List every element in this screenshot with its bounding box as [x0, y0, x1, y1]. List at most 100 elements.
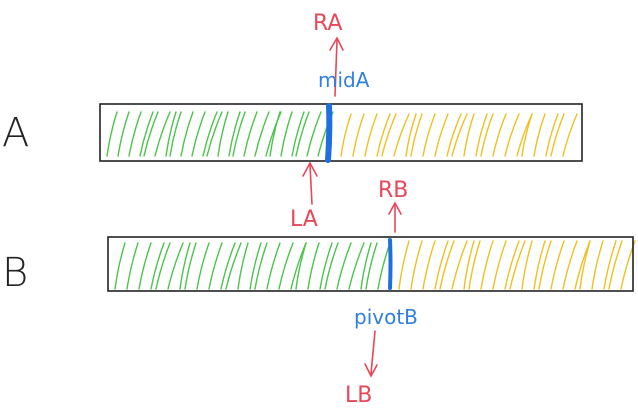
hatch-stroke: [533, 240, 546, 290]
hatch-stroke: [550, 113, 565, 157]
hatch-stroke: [254, 242, 268, 290]
hatch-stroke: [608, 240, 623, 290]
hatch-stroke: [243, 111, 258, 157]
hatch-stroke: [278, 242, 294, 290]
hatch-stroke: [295, 242, 307, 290]
hatch-stroke: [538, 240, 552, 290]
row-a-label: A: [2, 110, 29, 156]
hatch-stroke: [376, 113, 391, 157]
hatch-stroke: [603, 240, 617, 290]
hatch-stroke: [202, 111, 218, 157]
hatch-stroke: [307, 242, 320, 290]
hatch-stroke: [266, 242, 281, 290]
hatch-stroke: [550, 240, 565, 290]
hatch-stroke: [191, 111, 206, 157]
hatch-stroke: [217, 111, 229, 157]
hatch-stroke: [184, 242, 197, 290]
hatch-stroke: [336, 242, 352, 290]
array-b-left-hatch: [114, 242, 391, 290]
hatch-stroke: [225, 242, 242, 290]
hatch-stroke: [126, 242, 139, 290]
hatch-stroke: [579, 240, 591, 290]
lb-label: LB: [345, 383, 372, 408]
arrow-rb: [388, 201, 402, 233]
hatch-stroke: [167, 242, 184, 290]
hatch-stroke: [492, 240, 507, 290]
hatch-stroke: [364, 113, 378, 157]
hatch-stroke: [545, 113, 559, 157]
hatch-stroke: [106, 111, 118, 157]
array-b-box: [107, 236, 634, 292]
hatch-stroke: [269, 111, 281, 157]
hatch-stroke: [509, 240, 526, 290]
hatch-stroke: [280, 111, 293, 157]
array-b-divider: [388, 238, 393, 290]
arrow-la: [302, 161, 318, 205]
hatch-stroke: [138, 242, 152, 290]
hatch-stroke: [169, 111, 182, 157]
hatch-stroke: [206, 111, 223, 157]
hatch-stroke: [143, 111, 159, 157]
hatch-stroke: [306, 111, 322, 157]
hatch-stroke: [439, 240, 455, 290]
hatch-stroke: [451, 240, 468, 290]
hatch-stroke: [446, 113, 462, 157]
hatch-stroke: [398, 240, 410, 290]
hatch-stroke: [533, 113, 546, 157]
hatch-stroke: [180, 111, 194, 157]
array-a-divider: [325, 103, 333, 163]
hatch-stroke: [451, 113, 468, 157]
array-a-right-hatch: [340, 113, 578, 157]
hatch-stroke: [208, 242, 223, 290]
hatch-stroke: [196, 242, 210, 290]
hatch-stroke: [128, 111, 142, 157]
hatch-stroke: [237, 242, 249, 290]
hatch-stroke: [179, 242, 191, 290]
hatch-stroke: [475, 113, 488, 157]
hatch-stroke: [480, 240, 494, 290]
hatch-stroke: [324, 242, 339, 290]
array-a-box: [99, 103, 583, 162]
hatch-stroke: [154, 111, 171, 157]
hatch-stroke: [114, 242, 126, 290]
hatch-stroke: [463, 240, 475, 290]
hatch-stroke: [521, 240, 533, 290]
array-a-left-hatch: [106, 111, 334, 157]
hatch-stroke: [319, 242, 333, 290]
hatch-stroke: [504, 113, 520, 157]
hatch-stroke: [468, 240, 481, 290]
hatch-stroke: [562, 113, 578, 157]
hatch-stroke: [352, 113, 365, 157]
hatch-stroke: [165, 111, 177, 157]
hatch-stroke: [360, 242, 372, 290]
row-b-label: B: [2, 250, 28, 296]
hatch-stroke: [591, 240, 604, 290]
arrow-lb: [364, 330, 378, 378]
hatch-stroke: [295, 111, 310, 157]
hatch-stroke: [139, 111, 154, 157]
hatch-stroke: [434, 113, 449, 157]
hatch-stroke: [228, 111, 241, 157]
ra-label: RA: [313, 11, 342, 36]
hatch-stroke: [410, 113, 423, 157]
hatch-stroke: [504, 240, 520, 290]
hatch-stroke: [422, 113, 436, 157]
hatch-stroke: [232, 111, 246, 157]
hatch-stroke: [117, 111, 130, 157]
hatch-stroke: [155, 242, 171, 290]
hatch-stroke: [405, 113, 417, 157]
hatch-stroke: [254, 111, 270, 157]
hatch-stroke: [340, 113, 352, 157]
hatch-stroke: [492, 113, 507, 157]
pivot-b-label: pivotB: [354, 305, 418, 329]
arrow-ra: [329, 36, 344, 97]
hatch-stroke: [291, 111, 305, 157]
hatch-stroke: [393, 113, 410, 157]
hatch-stroke: [434, 240, 449, 290]
array-b-right-hatch: [398, 240, 636, 290]
hatch-stroke: [381, 113, 397, 157]
hatch-stroke: [422, 240, 436, 290]
hatch-stroke: [365, 242, 378, 290]
hatch-stroke: [150, 242, 165, 290]
